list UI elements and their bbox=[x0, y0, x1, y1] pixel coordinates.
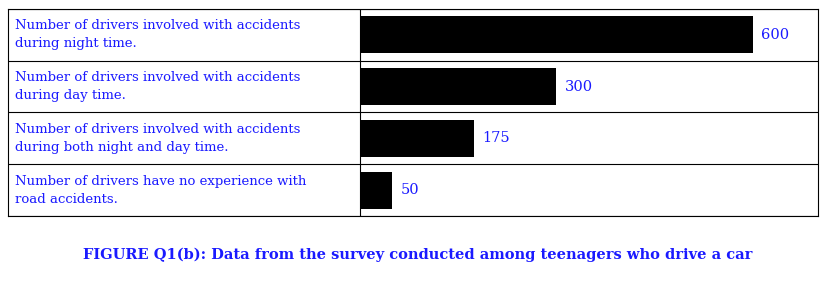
Text: Number of drivers have no experience with
road accidents.: Number of drivers have no experience wit… bbox=[16, 175, 307, 206]
Bar bbox=[360, 68, 556, 105]
Bar bbox=[360, 120, 474, 157]
Text: 175: 175 bbox=[483, 131, 510, 145]
Text: FIGURE Q1(b): Data from the survey conducted among teenagers who drive a car: FIGURE Q1(b): Data from the survey condu… bbox=[83, 248, 752, 263]
Text: 300: 300 bbox=[564, 80, 593, 94]
Text: 600: 600 bbox=[762, 28, 789, 42]
Bar bbox=[360, 172, 392, 209]
Text: Number of drivers involved with accidents
during night time.: Number of drivers involved with accident… bbox=[16, 19, 301, 50]
Text: Number of drivers involved with accidents
during both night and day time.: Number of drivers involved with accident… bbox=[16, 123, 301, 154]
Text: Number of drivers involved with accidents
during day time.: Number of drivers involved with accident… bbox=[16, 71, 301, 102]
Bar bbox=[360, 16, 753, 53]
Text: 50: 50 bbox=[401, 183, 419, 197]
